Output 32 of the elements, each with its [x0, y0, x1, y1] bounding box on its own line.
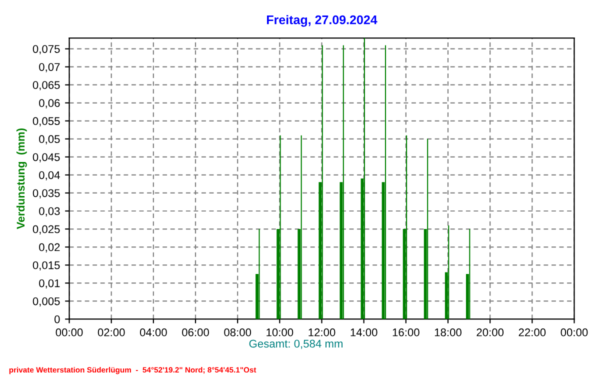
y-tick-label: 0,055: [32, 117, 60, 126]
x-tick-label: 02:00: [98, 328, 125, 336]
y-axis-title: Verdunstung (mm): [16, 128, 27, 230]
x-tick-label: 12:00: [308, 328, 336, 336]
x-tick-label: 20:00: [476, 328, 504, 336]
x-tick-label: 16:00: [392, 328, 420, 336]
y-tick-label: 0,065: [32, 81, 60, 90]
x-tick-label: 00:00: [560, 328, 588, 336]
x-tick-label: 00:00: [56, 328, 83, 336]
x-tick-label: 18:00: [434, 328, 462, 336]
x-tick-label: 04:00: [140, 328, 167, 336]
text: Gesamt: 0,584 mm: [249, 340, 343, 349]
y-tick-label: 0,005: [32, 297, 60, 307]
y-tick-label: 0: [54, 315, 60, 324]
chart-title: Freitag, 27.09.2024: [267, 15, 378, 27]
y-tick-label: 0,075: [32, 45, 60, 54]
y-tick-label: 0,02: [39, 243, 60, 252]
y-tick-label: 0,015: [32, 261, 60, 270]
y-tick-label: 0,025: [32, 225, 60, 234]
y-tick-label: 0,035: [32, 189, 60, 198]
y-tick-label: 0,045: [32, 153, 60, 162]
x-tick-label: 14:00: [350, 328, 378, 336]
y-tick-label: 0,01: [39, 279, 60, 289]
y-tick-label: 0,03: [39, 207, 60, 216]
x-tick-label: 10:00: [266, 328, 294, 336]
y-tick-label: 0,06: [39, 99, 60, 108]
y-tick-label: 0,04: [39, 171, 60, 180]
y-tick-label: 0,05: [39, 135, 60, 144]
x-tick-label: 08:00: [224, 328, 252, 336]
x-tick-label: 22:00: [518, 328, 546, 336]
x-tick-label: 06:00: [182, 328, 209, 336]
y-tick-label: 0,07: [39, 63, 60, 72]
